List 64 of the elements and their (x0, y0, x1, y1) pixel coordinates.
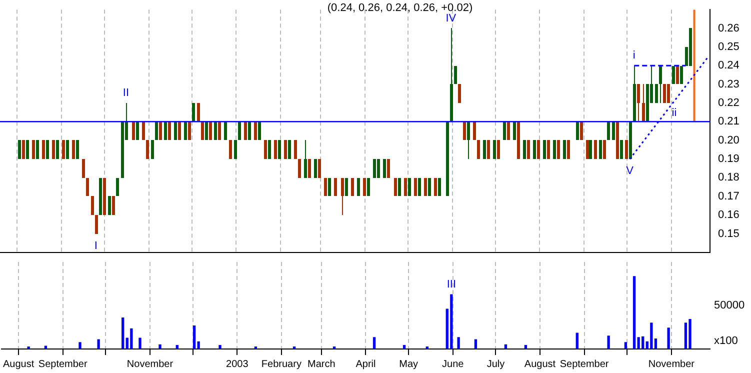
chart-title: (0.24, 0.26, 0.24, 0.26, +0.02) (327, 2, 473, 14)
x-tick-label: April (356, 358, 376, 370)
bar (474, 339, 478, 349)
bar (426, 346, 428, 349)
annotation: IV (446, 12, 457, 24)
bar (158, 344, 162, 349)
bar (607, 336, 610, 349)
annotation: V (626, 165, 634, 178)
bar (632, 276, 636, 349)
x-tick-label: May (399, 358, 418, 370)
bar (450, 294, 453, 349)
bar (372, 337, 376, 349)
x-tick-label: March (308, 358, 336, 370)
bar (624, 342, 628, 349)
x-tick-label: September (560, 358, 610, 370)
bar (292, 346, 296, 349)
x-tick-label: September (38, 358, 88, 370)
bar (684, 322, 688, 349)
x-tick-label: July (486, 358, 505, 370)
bar (176, 345, 178, 349)
x-tick-label: June (442, 358, 464, 370)
annotation: i (632, 50, 636, 62)
x-tick-label: 2003 (226, 358, 249, 370)
bar (130, 328, 133, 349)
y-tick-label: 0.17 (718, 190, 740, 202)
y-tick-label: 0.24 (718, 60, 740, 72)
bar (524, 345, 528, 349)
y-tick-label: 0.21 (718, 116, 740, 128)
bar (254, 346, 258, 349)
x-tick-label: February (261, 358, 302, 370)
y-tick-label: 0.16 (718, 209, 740, 222)
bar (332, 346, 336, 349)
x-tick-label: November (648, 358, 696, 370)
annotation: I (94, 240, 98, 252)
y-tick-label: 0.23 (718, 78, 740, 90)
y-tick-label: 0.15 (718, 228, 740, 240)
y-tick-label: 0.25 (718, 40, 740, 53)
bar (27, 346, 30, 349)
text: 50000 (714, 300, 745, 312)
bar (402, 345, 406, 349)
y-tick-label: 0.22 (718, 97, 740, 110)
bar (122, 317, 124, 349)
bar (218, 345, 222, 349)
y-tick-label: 0.20 (718, 134, 740, 146)
y-tick-label: 0.26 (718, 22, 740, 34)
annotation: II (122, 87, 130, 100)
x-tick-label: August (2, 358, 34, 370)
bar (457, 337, 460, 349)
bar (650, 322, 653, 349)
bar (667, 328, 670, 349)
bar (504, 344, 508, 349)
bar (192, 325, 196, 349)
y-tick-label: 0.18 (718, 172, 740, 184)
annotation: III (446, 278, 456, 291)
bar (78, 342, 82, 349)
bar (138, 338, 142, 349)
annotation: ii (672, 107, 677, 120)
bar (576, 332, 578, 349)
bar (688, 318, 692, 349)
bar (97, 339, 100, 349)
x-tick-label: August (524, 358, 556, 370)
x-tick-label: November (126, 358, 174, 370)
text: x100 (714, 335, 738, 348)
y-tick-label: 0.19 (718, 153, 740, 166)
